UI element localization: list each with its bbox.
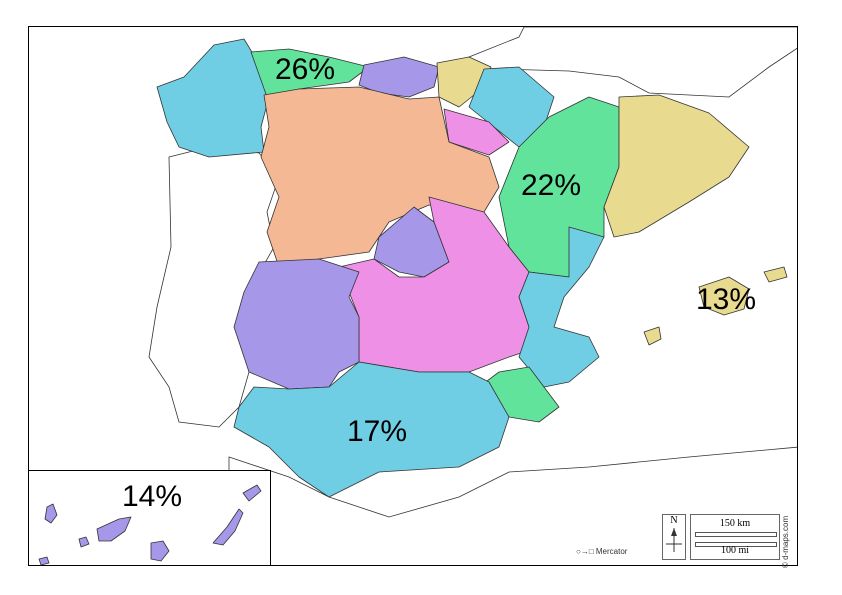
region-ibiza <box>643 326 662 346</box>
spain-map: 26% 22% 13% 17% <box>148 27 797 565</box>
island-gran-canaria <box>150 540 170 562</box>
scale-km-bar <box>695 532 777 537</box>
compass-icon <box>666 528 682 552</box>
scale-mi-bar <box>695 542 777 547</box>
scale-mi-label: 100 mi <box>720 545 750 556</box>
region-extremadura <box>233 258 360 390</box>
island-fuerteventura <box>212 508 244 546</box>
projection-note: ○→□ Mercator <box>576 547 627 556</box>
credit-text: © d-maps.com <box>781 515 790 568</box>
region-catalonia <box>603 94 750 238</box>
region-mallorca <box>698 276 750 316</box>
scale-bar: 150 km 100 mi <box>690 514 780 560</box>
island-la-palma <box>44 503 58 524</box>
scale-km-label: 150 km <box>719 518 751 529</box>
label-balearic: 13% <box>696 283 756 316</box>
island-hierro <box>38 556 50 566</box>
label-northeast: 22% <box>521 169 581 202</box>
north-arrow: N <box>662 514 686 560</box>
france-coast <box>438 27 797 98</box>
label-canary: 14% <box>122 480 183 513</box>
region-andalucia <box>233 361 510 498</box>
island-lanzarote <box>242 484 262 502</box>
morocco-coast <box>228 446 797 565</box>
label-south: 17% <box>347 415 407 448</box>
region-castilla-leon <box>260 86 500 268</box>
north-symbol: N <box>670 515 678 526</box>
map-frame: 26% 22% 13% 17% <box>28 26 798 566</box>
canary-inset <box>28 470 271 566</box>
region-valencia <box>518 226 605 388</box>
projection-icon: ○→□ <box>576 547 596 556</box>
label-northwest: 26% <box>275 53 335 86</box>
island-tenerife <box>96 516 132 542</box>
region-galicia <box>156 38 270 158</box>
projection-label: Mercator <box>595 547 628 556</box>
canary-islands-map <box>38 484 262 566</box>
region-menorca <box>763 266 788 283</box>
island-gomera <box>78 536 90 548</box>
region-cantabria <box>358 56 440 98</box>
